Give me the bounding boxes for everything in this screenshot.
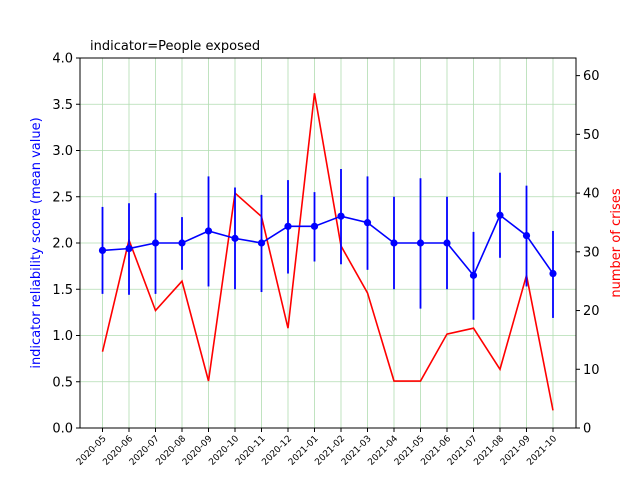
left-axis-label: indicator reliability score (mean value) — [29, 117, 44, 368]
left-tick-label: 0.5 — [52, 375, 73, 390]
left-tick-label: 3.0 — [52, 144, 73, 159]
reliability-point — [284, 222, 292, 230]
reliability-point — [151, 239, 160, 247]
reliability-series — [98, 211, 557, 279]
reliability-point — [496, 211, 504, 219]
reliability-point — [204, 227, 213, 235]
reliability-point — [416, 239, 425, 247]
reliability-point — [231, 234, 239, 242]
right-axis-ticks: 0 10 20 30 40 50 60 — [576, 69, 600, 437]
right-tick-label: 40 — [583, 187, 600, 202]
reliability-point — [469, 271, 478, 279]
reliability-point — [443, 239, 451, 247]
x-axis-ticks: 2020-052020-062020-072020-082020-092020-… — [75, 428, 559, 468]
left-tick-label: 2.0 — [52, 237, 73, 252]
reliability-line — [102, 213, 554, 277]
right-tick-label: 50 — [583, 128, 600, 143]
chart-title: indicator=People exposed — [90, 39, 260, 54]
reliability-point — [178, 239, 186, 247]
right-tick-label: 10 — [583, 363, 600, 378]
left-axis-ticks: 0.0 0.5 1.0 1.5 2.0 2.5 3.0 3.5 4.0 — [52, 52, 80, 437]
x-tick-label: 2021-10 — [525, 434, 559, 468]
right-tick-label: 0 — [583, 422, 591, 437]
right-tick-label: 20 — [583, 304, 600, 319]
reliability-point — [98, 246, 107, 254]
left-tick-label: 0.0 — [52, 422, 73, 437]
right-axis-label: number of crises — [609, 188, 624, 297]
reliability-point — [390, 239, 398, 247]
reliability-point — [310, 222, 319, 230]
right-tick-label: 60 — [583, 69, 600, 84]
left-tick-label: 2.5 — [52, 190, 73, 205]
crises-series — [101, 93, 554, 411]
reliability-point — [363, 219, 372, 227]
crises-line — [101, 93, 554, 411]
reliability-point — [549, 269, 557, 278]
reliability-point — [257, 239, 266, 247]
left-tick-label: 1.0 — [52, 329, 73, 344]
left-tick-label: 1.5 — [52, 283, 73, 298]
left-tick-label: 4.0 — [52, 52, 73, 67]
right-tick-label: 30 — [583, 245, 600, 260]
left-tick-label: 3.5 — [52, 98, 73, 113]
reliability-point — [522, 232, 531, 240]
error-bars — [101, 169, 554, 320]
reliability-point — [125, 244, 133, 253]
reliability-point — [337, 212, 345, 220]
